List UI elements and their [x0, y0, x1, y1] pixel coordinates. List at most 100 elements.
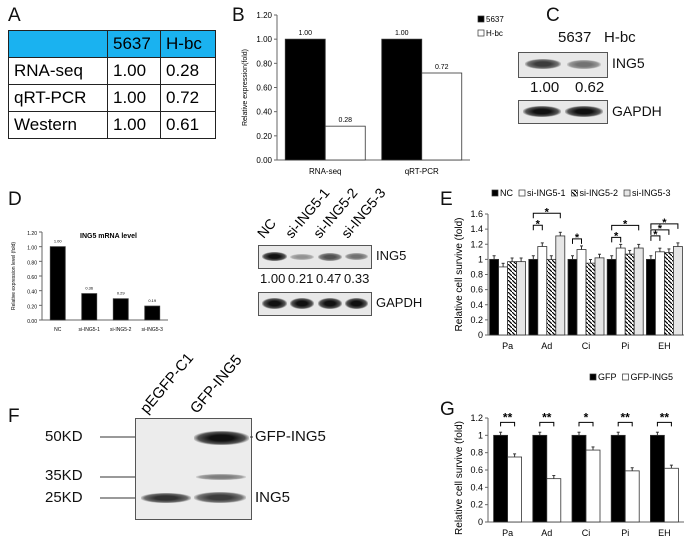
y-tick-label: 0.8	[470, 270, 483, 280]
blot-control-label: GAPDH	[376, 295, 423, 310]
bar	[650, 434, 665, 523]
y-tick-label: 1.4	[470, 224, 483, 234]
y-tick-label: 0.00	[27, 319, 37, 325]
blot-target-label: ING5	[612, 55, 645, 71]
legend-label: H-bc	[486, 29, 503, 38]
bar	[498, 266, 509, 336]
y-tick-label: 0.40	[27, 290, 37, 296]
y-tick-label: 1	[478, 254, 483, 264]
significance-bracket	[532, 224, 543, 231]
significance-bracket	[650, 223, 679, 229]
bar	[421, 72, 463, 161]
data-label: 1.00	[298, 30, 312, 37]
x-tick-label: EH	[658, 341, 671, 351]
significance-bracket	[656, 421, 672, 427]
bar	[381, 38, 423, 161]
significance-marker: *	[662, 217, 667, 229]
bar	[112, 298, 129, 321]
legend-label: GFP	[598, 372, 617, 382]
significance-marker: **	[503, 410, 513, 424]
bar	[664, 467, 679, 523]
y-tick-label: 0.6	[470, 285, 483, 295]
x-tick-label: Ci	[582, 341, 591, 351]
blot-value: 0.62	[575, 79, 605, 96]
table-header: 5637 H-bc	[8, 30, 216, 58]
legend-label: si-ING5-2	[580, 188, 619, 198]
bar	[489, 258, 500, 336]
y-tick-label: 0.80	[256, 59, 272, 68]
legend-swatch	[491, 189, 499, 197]
bar	[81, 293, 98, 321]
bar	[624, 470, 640, 523]
x-tick-label: Ci	[582, 528, 591, 538]
bar	[532, 434, 548, 523]
bar	[516, 261, 526, 336]
significance-marker: *	[653, 229, 658, 241]
data-label: 1.00	[395, 30, 409, 37]
significance-marker: *	[623, 218, 628, 230]
x-tick-label: Ad	[541, 528, 552, 538]
bar	[615, 247, 626, 336]
blot-value: 1.00	[260, 271, 286, 286]
blot-value: 1.00	[530, 79, 560, 96]
western-blot-ing5	[258, 245, 372, 269]
legend-swatch	[477, 29, 485, 37]
panel-label-a: A	[8, 5, 21, 26]
bar	[646, 258, 656, 336]
significance-marker: *	[575, 232, 580, 244]
significance-bracket	[578, 421, 594, 427]
marker-label: 35KD	[45, 467, 83, 484]
bar	[284, 38, 326, 161]
bar	[655, 251, 665, 336]
y-tick-label: 1	[478, 430, 483, 440]
significance-marker: *	[614, 230, 619, 242]
significance-bracket	[532, 212, 561, 219]
y-tick-label: 0.4	[470, 482, 483, 492]
bar	[633, 247, 644, 336]
x-tick-label: si-ING5-1	[79, 327, 101, 333]
y-tick-label: 0.80	[27, 260, 37, 266]
significance-bracket	[500, 421, 516, 427]
legend-swatch	[622, 373, 629, 381]
y-tick-label: 0.20	[27, 304, 37, 310]
bar	[594, 257, 605, 336]
data-label: 0.36	[85, 286, 94, 291]
y-tick-label: 0.8	[470, 448, 483, 458]
bar	[537, 246, 548, 336]
legend-label: si-ING5-1	[527, 188, 566, 198]
significance-marker: **	[621, 410, 631, 424]
y-axis-label: Relative expression level (fold)	[11, 242, 17, 310]
significance-marker: *	[658, 223, 663, 235]
marker-label: 50KD	[45, 428, 83, 445]
blot-value: 0.33	[344, 271, 370, 286]
legend-label: si-ING5-3	[632, 188, 671, 198]
legend-label: GFP-ING5	[631, 372, 674, 382]
table-row: Western 1.00 0.61	[8, 111, 216, 139]
data-label: 0.72	[435, 64, 449, 71]
significance-bracket	[611, 224, 640, 231]
bar	[493, 434, 509, 523]
table-row: RNA-seq 1.00 0.28	[8, 57, 216, 85]
bar	[606, 258, 617, 336]
expression-table: 5637 H-bc RNA-seq 1.00 0.28 qRT-PCR 1.00 0.72…	[8, 30, 216, 139]
lane-label: H-bc	[604, 29, 636, 46]
y-axis-label: Relative expression(fold)	[242, 49, 249, 126]
legend-swatch	[518, 189, 526, 197]
legend-label: NC	[500, 188, 513, 198]
bar	[546, 478, 562, 523]
legend-swatch	[477, 15, 485, 23]
significance-bracket	[617, 421, 633, 427]
western-blot-ing5	[518, 52, 608, 78]
y-tick-label: 0	[478, 517, 483, 527]
bar	[624, 253, 635, 336]
bar	[585, 262, 596, 336]
bar	[585, 449, 601, 523]
significance-bracket	[650, 229, 670, 235]
x-tick-label: EH	[658, 528, 671, 538]
blot-target-label: ING5	[376, 248, 407, 263]
significance-marker: *	[584, 410, 589, 424]
x-tick-label: Ad	[541, 341, 552, 351]
y-axis-label: Relative cell survive (fold)	[454, 218, 465, 332]
bar	[546, 258, 557, 336]
